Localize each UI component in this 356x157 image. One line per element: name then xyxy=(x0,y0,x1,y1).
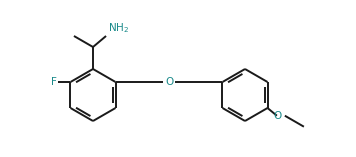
Text: F: F xyxy=(51,77,57,87)
Text: NH$_2$: NH$_2$ xyxy=(108,21,129,35)
Text: O: O xyxy=(165,77,173,87)
Text: O: O xyxy=(274,111,282,121)
